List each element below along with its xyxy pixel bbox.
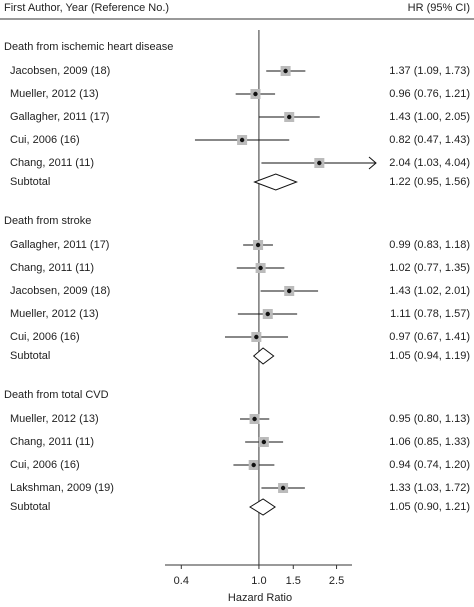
study-label: Cui, 2006 (16) bbox=[10, 459, 80, 471]
hr-point bbox=[239, 137, 245, 143]
hr-label: 0.82 (0.47, 1.43) bbox=[389, 134, 470, 146]
hr-point bbox=[253, 91, 258, 97]
hr-point bbox=[258, 265, 263, 271]
study-label: Jacobsen, 2009 (18) bbox=[10, 65, 110, 77]
study-label: Mueller, 2012 (13) bbox=[10, 413, 99, 425]
hr-point bbox=[261, 439, 267, 445]
hr-label: 1.02 (0.77, 1.35) bbox=[389, 262, 470, 274]
group-title: Death from total CVD bbox=[4, 389, 109, 401]
subtotal-label: Subtotal bbox=[10, 501, 50, 513]
hr-label: 1.05 (0.94, 1.19) bbox=[389, 350, 470, 362]
study-label: Jacobsen, 2009 (18) bbox=[10, 285, 110, 297]
study-label: Mueller, 2012 (13) bbox=[10, 308, 99, 320]
study-label: Cui, 2006 (16) bbox=[10, 134, 80, 146]
hr-label: 1.11 (0.78, 1.57) bbox=[390, 308, 470, 320]
hr-point bbox=[255, 242, 261, 248]
subtotal-label: Subtotal bbox=[10, 176, 50, 188]
hr-label: 1.05 (0.90, 1.21) bbox=[389, 501, 470, 513]
hr-label: 1.22 (0.95, 1.56) bbox=[389, 176, 470, 188]
x-axis-label: Hazard Ratio bbox=[228, 592, 292, 604]
group-title: Death from stroke bbox=[4, 215, 91, 227]
study-label: Chang, 2011 (11) bbox=[10, 157, 94, 169]
study-label: Gallagher, 2011 (17) bbox=[10, 111, 109, 123]
subtotal-diamond bbox=[253, 173, 298, 191]
hr-point bbox=[317, 160, 322, 166]
hr-label: 1.43 (1.00, 2.05) bbox=[389, 111, 470, 123]
hr-point bbox=[287, 114, 292, 120]
ci-arrow bbox=[368, 156, 377, 170]
subtotal-diamond bbox=[249, 498, 276, 516]
study-label: Chang, 2011 (11) bbox=[10, 436, 94, 448]
subtotal-label: Subtotal bbox=[10, 350, 50, 362]
hr-point bbox=[252, 416, 257, 422]
subtotal-diamond bbox=[252, 347, 275, 365]
study-label: Chang, 2011 (11) bbox=[10, 262, 94, 274]
hr-point bbox=[287, 288, 292, 294]
hr-label: 0.99 (0.83, 1.18) bbox=[389, 239, 470, 251]
hr-label: 1.06 (0.85, 1.33) bbox=[389, 436, 470, 448]
x-tick-label: 1.0 bbox=[251, 575, 266, 587]
hr-label: 2.04 (1.03, 4.04) bbox=[389, 157, 470, 169]
hr-point bbox=[280, 485, 286, 491]
hr-label: 0.97 (0.67, 1.41) bbox=[389, 331, 470, 343]
study-label: Gallagher, 2011 (17) bbox=[10, 239, 109, 251]
hr-label: 0.96 (0.76, 1.21) bbox=[389, 88, 470, 100]
column-header: HR (95% CI) bbox=[408, 2, 470, 14]
x-tick-label: 0.4 bbox=[174, 575, 189, 587]
study-label: Mueller, 2012 (13) bbox=[10, 88, 99, 100]
study-label: Lakshman, 2009 (19) bbox=[10, 482, 114, 494]
group-title: Death from ischemic heart disease bbox=[4, 41, 173, 53]
hr-label: 0.94 (0.74, 1.20) bbox=[389, 459, 470, 471]
hr-label: 1.33 (1.03, 1.72) bbox=[389, 482, 470, 494]
study-label: Cui, 2006 (16) bbox=[10, 331, 80, 343]
column-header: First Author, Year (Reference No.) bbox=[4, 2, 169, 14]
hr-point bbox=[254, 334, 259, 340]
hr-point bbox=[265, 311, 270, 317]
hr-label: 1.37 (1.09, 1.73) bbox=[389, 65, 470, 77]
hr-label: 1.43 (1.02, 2.01) bbox=[389, 285, 470, 297]
x-tick-label: 2.5 bbox=[329, 575, 344, 587]
hr-point bbox=[283, 68, 288, 74]
x-tick-label: 1.5 bbox=[286, 575, 301, 587]
hr-label: 0.95 (0.80, 1.13) bbox=[389, 413, 470, 425]
hr-point bbox=[251, 462, 256, 468]
